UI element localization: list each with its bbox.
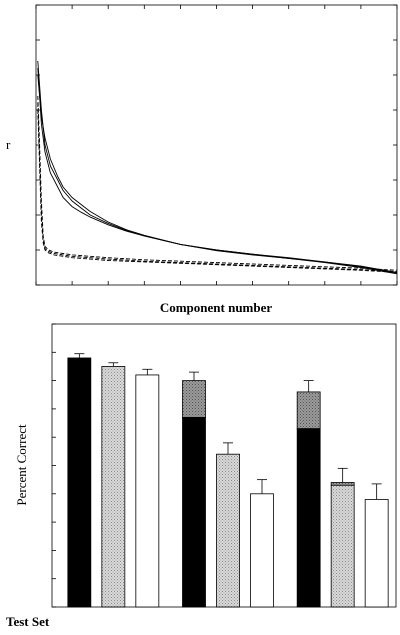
bar-pca-20 — [251, 494, 274, 607]
test-set-label: Test Set — [6, 614, 50, 629]
y-axis-label: Percent Correct — [14, 424, 29, 506]
bar-pca-20 — [365, 499, 388, 607]
bar-ica — [183, 417, 206, 607]
percent-correct-bar-chart: Percent Correct Test Set — [6, 324, 396, 629]
bar-pca — [102, 366, 125, 607]
y-ticks — [52, 324, 56, 607]
plot-frame — [36, 5, 397, 285]
x-ticks — [36, 5, 397, 285]
series-line-pca-3 — [38, 96, 397, 270]
bar-upper-segment — [297, 392, 320, 429]
x-axis-label: Component number — [160, 300, 273, 315]
series-line-pca-4 — [38, 103, 397, 272]
bar-upper-segment — [331, 482, 354, 485]
series-line-ica-2 — [38, 75, 397, 274]
y-axis-label: r — [6, 137, 11, 152]
bar-pca — [331, 485, 354, 607]
bar-pca — [217, 454, 240, 607]
bar-ica — [68, 358, 91, 607]
series-lines — [38, 61, 397, 274]
bar-upper-segment — [183, 381, 206, 418]
bars — [68, 354, 388, 607]
series-line-pca-5 — [38, 110, 397, 272]
series-line-ica-1 — [38, 68, 397, 273]
bar-ica — [297, 429, 320, 607]
bar-pca-20 — [136, 375, 159, 607]
series-line-ica-0 — [38, 61, 397, 272]
y-ticks — [36, 5, 397, 285]
component-line-chart: Component number r — [6, 5, 397, 315]
